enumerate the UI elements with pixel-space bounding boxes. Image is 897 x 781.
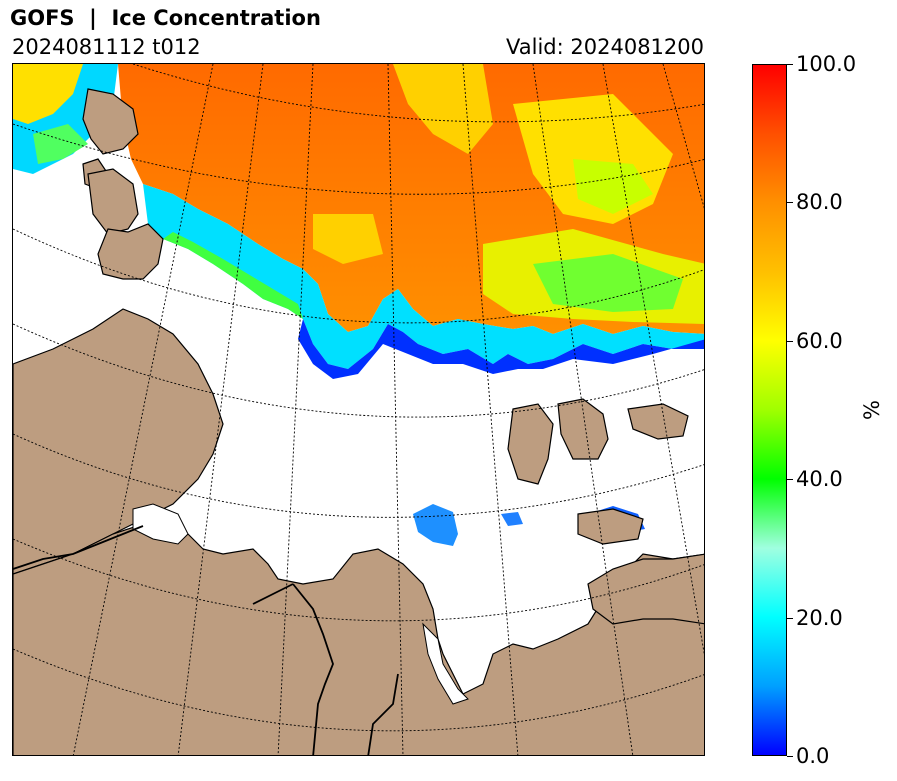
bay-ob-gulf	[132, 503, 189, 545]
colorbar-tick-4	[787, 202, 793, 203]
land-novaya-zemlya-north	[87, 168, 139, 235]
graticule-lat-1	[132, 64, 704, 123]
colorbar-tick-label: 100.0	[796, 52, 857, 76]
colorbar-unit-label: %	[860, 400, 884, 420]
colorbar-tick-label: 60.0	[796, 329, 843, 353]
ice-edge-blue	[298, 319, 704, 379]
river-yenisei	[13, 525, 144, 570]
colorbar-tick-5	[787, 64, 793, 65]
land-svalbard	[82, 88, 139, 155]
valid-label: Valid: 2024081200	[506, 35, 704, 59]
ice-green-patch-1	[533, 254, 683, 312]
graticule-lat-7	[13, 648, 704, 732]
land-island-southeast	[577, 508, 644, 545]
land-east-peninsula	[587, 553, 704, 625]
ice-yellow-patch-4	[573, 159, 653, 214]
land-island-east	[627, 403, 689, 440]
graticule-lon-2	[177, 64, 264, 755]
colorbar-tick-label: 40.0	[796, 467, 843, 491]
bay-khatanga	[422, 622, 469, 705]
ice-concentration-map	[12, 63, 705, 756]
graticule-lat-5	[13, 433, 704, 518]
river-east	[367, 673, 399, 755]
graticule-lon-4	[387, 64, 404, 755]
graticule-lon-6	[532, 64, 634, 755]
graticule-lon-1	[72, 64, 214, 755]
ice-patch-south-1	[413, 504, 458, 546]
ice-northwest-green	[33, 124, 88, 164]
colorbar-tick-2	[787, 479, 793, 480]
land-central-siberia	[13, 523, 704, 755]
ice-yellow-patch-1	[393, 64, 493, 154]
colorbar-tick-1	[787, 618, 793, 619]
graticule-lat-4	[13, 323, 704, 418]
land-severnaya-zemlya-1	[507, 403, 554, 485]
ice-edge-band	[143, 184, 704, 369]
colorbar-tick-label: 0.0	[796, 744, 830, 768]
map-canvas	[13, 64, 704, 755]
ice-yellow-patch-5	[313, 214, 383, 264]
colorbar-tick-label: 20.0	[796, 606, 843, 630]
land-novaya-zemlya-south	[97, 223, 164, 280]
graticule-lat-6	[13, 538, 704, 622]
land-severnaya-zemlya-2	[557, 398, 609, 460]
page-title: GOFS | Ice Concentration	[10, 6, 321, 30]
ice-edge-green	[163, 232, 303, 319]
colorbar-tick-3	[787, 341, 793, 342]
colorbar	[752, 64, 787, 756]
graticule-lat-2	[13, 123, 704, 195]
colorbar-tick-0	[787, 756, 793, 757]
graticule-lon-7	[602, 64, 704, 656]
ice-northwest-inner	[13, 64, 83, 124]
colorbar-tick-label: 80.0	[796, 190, 843, 214]
river-main	[292, 583, 334, 755]
run-label: 2024081112 t012	[12, 35, 201, 59]
ice-patch-south-3	[501, 512, 523, 526]
